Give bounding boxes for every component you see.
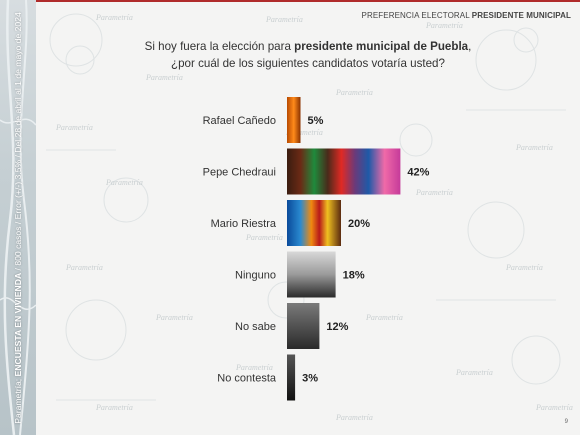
bar xyxy=(287,148,401,195)
watermark-text: Parametría xyxy=(335,88,373,97)
watermark-text: Parametría xyxy=(425,21,463,30)
section-heading: PREFERENCIA ELECTORAL PRESIDENTE MUNICIP… xyxy=(362,11,571,20)
brand-label: Parametría; xyxy=(13,378,23,424)
value-label: 18% xyxy=(343,270,365,282)
section-heading-bold: PRESIDENTE MUNICIPAL xyxy=(471,11,571,20)
watermark-text: Parametría xyxy=(505,263,543,272)
value-label: 12% xyxy=(326,321,348,333)
category-label: No sabe xyxy=(235,321,276,333)
bar xyxy=(287,303,320,349)
survey-details: / 800 casos / Error (+/-) 3.5% / Del 28 … xyxy=(13,12,23,271)
bar xyxy=(287,251,336,298)
sidebar-tree-pattern xyxy=(0,0,36,435)
watermark-text: Parametría xyxy=(265,15,303,24)
category-label: Pepe Chedraui xyxy=(203,167,276,179)
page-number: 9 xyxy=(564,419,568,425)
watermark-text: Parametría xyxy=(415,188,453,197)
watermark-text: Parametría xyxy=(95,403,133,412)
value-label: 5% xyxy=(308,115,324,127)
question-line1-start: Si hoy fuera la elección para xyxy=(144,40,291,53)
question-line1-end: , xyxy=(468,40,472,53)
survey-label: ENCUESTA EN VIVIENDA xyxy=(13,272,23,377)
header-rule xyxy=(36,0,580,2)
watermark-text: Parametría xyxy=(145,73,183,82)
watermark-text: Parametría xyxy=(95,13,133,22)
watermark-text: Parametría xyxy=(285,128,323,137)
question-line1-bold: presidente municipal de Puebla xyxy=(294,40,469,53)
watermark-text: Parametría xyxy=(455,368,493,377)
watermark-text: Parametría xyxy=(535,403,573,412)
category-label: No contesta xyxy=(217,373,277,385)
watermark-text: Parametría xyxy=(155,313,193,322)
bar xyxy=(287,200,341,246)
question-text: Si hoy fuera la elección para presidente… xyxy=(58,38,558,72)
watermark-text: Parametría xyxy=(65,263,103,272)
watermark-text: Parametría xyxy=(105,178,143,187)
section-heading-prefix: PREFERENCIA ELECTORAL xyxy=(361,11,470,20)
question-line2: ¿por cuál de los siguientes candidatos v… xyxy=(171,57,445,70)
background-watermark: Parametría Parametría Parametría Parametría… xyxy=(46,13,573,422)
watermark-text: Parametría xyxy=(235,363,273,372)
bar xyxy=(287,97,301,143)
watermark-text: Parametría xyxy=(515,143,553,152)
bar-chart: Rafael Cañedo 5% Pepe Chedraui 42% Mario Rie… xyxy=(203,97,430,401)
watermark-text: Parametría xyxy=(245,233,283,242)
sidebar-caption: Parametría; ENCUESTA EN VIVIENDA / 800 c… xyxy=(13,12,23,424)
bar xyxy=(287,354,296,401)
value-label: 3% xyxy=(302,373,318,385)
watermark-text: Parametría xyxy=(365,313,403,322)
category-label: Mario Riestra xyxy=(211,218,277,230)
category-label: Rafael Cañedo xyxy=(203,115,276,127)
value-label: 42% xyxy=(407,167,429,179)
value-label: 20% xyxy=(348,218,370,230)
watermark-text: Parametría xyxy=(335,413,373,422)
category-label: Ninguno xyxy=(235,270,276,282)
sidebar-strip: Parametría; ENCUESTA EN VIVIENDA / 800 c… xyxy=(0,0,36,435)
watermark-text: Parametría xyxy=(55,123,93,132)
